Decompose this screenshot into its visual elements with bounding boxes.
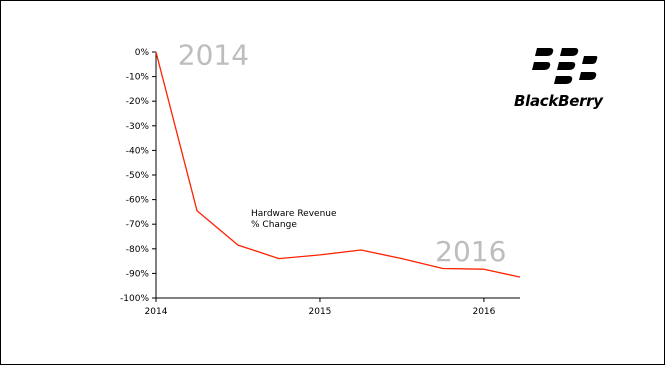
year-watermarks: 2014 2016 bbox=[178, 38, 507, 268]
y-tick-label: 0% bbox=[135, 48, 150, 58]
y-tick-label: -70% bbox=[126, 220, 150, 230]
year-watermark: 2014 bbox=[178, 38, 249, 71]
y-tick-label: -50% bbox=[126, 171, 150, 181]
x-tick-label: 2014 bbox=[145, 307, 168, 317]
chart-annotation: Hardware Revenue % Change bbox=[251, 209, 339, 230]
y-tick-label: -60% bbox=[126, 196, 150, 206]
blackberry-logo-text: BlackBerry bbox=[514, 92, 603, 110]
y-tick-label: -30% bbox=[126, 122, 150, 132]
x-axis-ticks: 2014 2015 2016 bbox=[145, 298, 496, 317]
blackberry-logo-icon bbox=[531, 46, 601, 88]
y-tick-label: -10% bbox=[126, 73, 150, 83]
y-tick-label: -40% bbox=[126, 146, 150, 156]
x-tick-label: 2016 bbox=[472, 307, 495, 317]
y-tick-label: -80% bbox=[126, 245, 150, 255]
year-watermark: 2016 bbox=[435, 235, 506, 268]
y-axis-ticks: 0% -10% -20% -30% -40% -50% -60% -70% -80% -90% -1… bbox=[120, 48, 156, 304]
annotation-line-1: Hardware Revenue bbox=[251, 209, 337, 219]
blackberry-logo: BlackBerry bbox=[516, 46, 616, 121]
y-tick-label: -90% bbox=[126, 269, 150, 279]
x-tick-label: 2015 bbox=[309, 307, 332, 317]
y-tick-label: -20% bbox=[126, 97, 150, 107]
annotation-line-2: % Change bbox=[251, 220, 297, 230]
y-tick-label: -100% bbox=[120, 294, 149, 304]
